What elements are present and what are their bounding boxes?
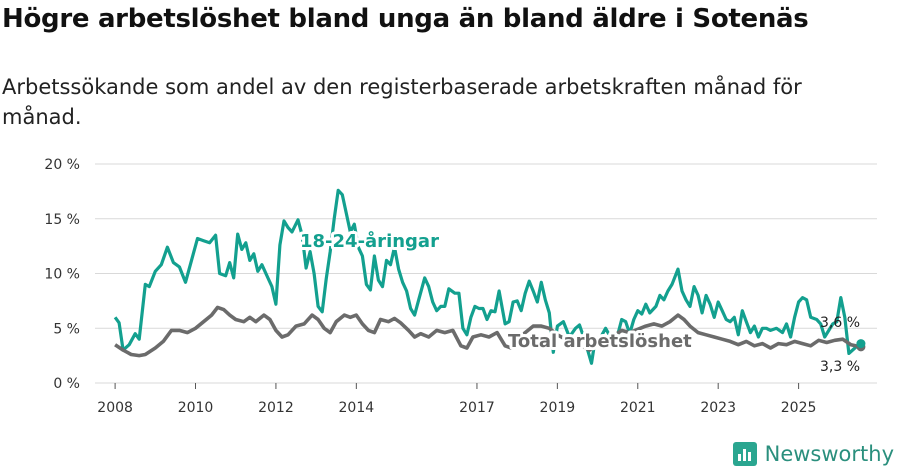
y-tick-label: 20 % xyxy=(44,157,80,173)
end-label-youth: 3,6 % xyxy=(820,315,860,331)
x-tick-label: 2023 xyxy=(700,400,736,416)
y-tick-label: 15 % xyxy=(44,212,80,228)
series-layer xyxy=(113,188,866,365)
x-tick-label: 2012 xyxy=(258,400,294,416)
x-tick-label: 2014 xyxy=(339,400,375,416)
chart-title: Högre arbetslöshet bland unga än bland ä… xyxy=(2,4,809,34)
end-point-youth xyxy=(856,339,866,349)
series-label-total-halo: Total arbetslöshet xyxy=(508,331,692,352)
x-tick-label: 2017 xyxy=(459,400,495,416)
end-label-total: 3,3 % xyxy=(820,359,860,375)
series-label-total: Total arbetslöshet xyxy=(508,331,692,352)
brand-name: Newsworthy xyxy=(764,442,894,466)
bar-chart-icon xyxy=(732,442,757,466)
x-tick-label: 2021 xyxy=(620,400,656,416)
x-tick-label: 2025 xyxy=(781,400,817,416)
series-line-total xyxy=(114,305,862,358)
x-tick-label: 2019 xyxy=(540,400,576,416)
y-tick-label: 0 % xyxy=(53,376,80,392)
x-tick-label: 2010 xyxy=(178,400,214,416)
grid-layer xyxy=(95,163,877,384)
series-label-youth: 18-24-åringar xyxy=(300,230,439,252)
series-line-youth xyxy=(113,188,862,365)
y-tick-label: 5 % xyxy=(53,321,80,337)
chart-subtitle: Arbetssökande som andel av den registerb… xyxy=(2,75,802,129)
y-tick-label: 10 % xyxy=(44,267,80,283)
newsworthy-logo: Newsworthy xyxy=(732,442,894,466)
axis-layer: 0 % 5 % 10 % 15 % 20 % 2008 2010 2012 2014 2017 20… xyxy=(44,157,816,416)
series-label-youth-halo: 18-24-åringar xyxy=(300,230,439,252)
x-tick-label: 2008 xyxy=(97,400,133,416)
